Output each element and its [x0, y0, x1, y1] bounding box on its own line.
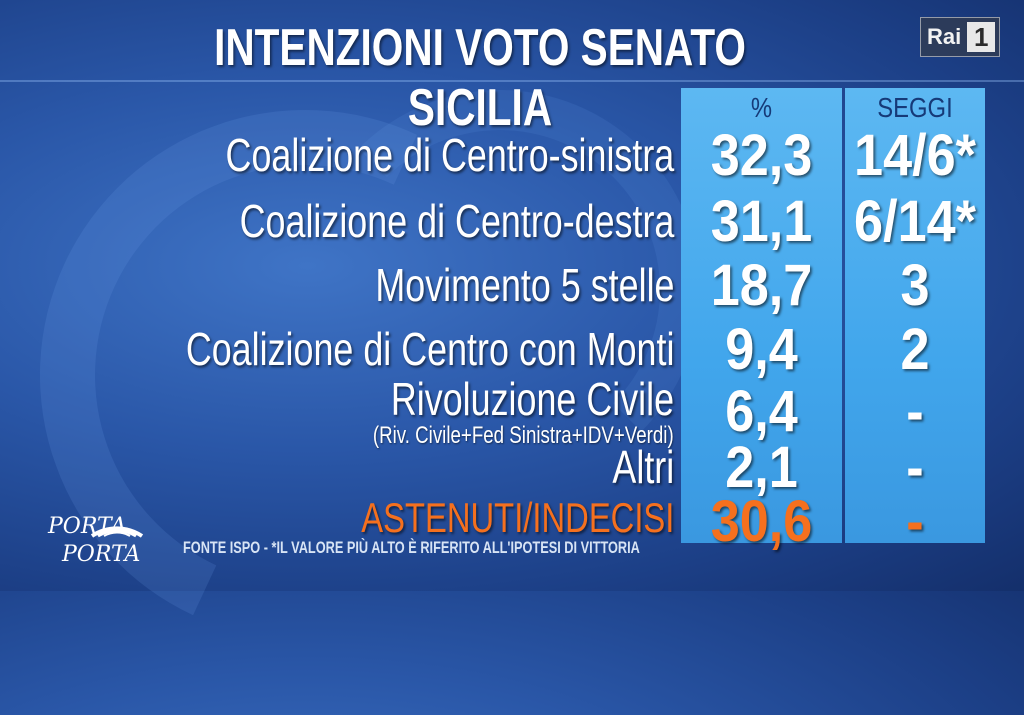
porta-a-porta-logo: PORTA PORTA [32, 496, 152, 588]
row-seats-value: - [906, 435, 924, 500]
row-seats-value: 6/14* [854, 189, 976, 254]
row-label: Altri [612, 441, 674, 493]
row-percent-value: 32,3 [710, 123, 813, 188]
seats-column-band [845, 88, 985, 543]
header-divider [0, 80, 1024, 82]
row-seats-value: 3 [900, 253, 930, 318]
row-seats-value: 2 [900, 317, 930, 382]
row-seats-value: - [906, 379, 924, 444]
row-label: Coalizione di Centro-destra [239, 195, 674, 247]
column-header-seats: SEGGI [877, 92, 953, 123]
rai1-logo: Rai 1 [920, 17, 1001, 57]
show-logo-line1: PORTA [48, 514, 127, 539]
rai-logo-text: Rai [927, 24, 962, 49]
footer-source-note: FONTE ISPO - *IL VALORE PIÙ ALTO È RIFER… [183, 538, 640, 557]
row-sublabel: (Riv. Civile+Fed Sinistra+IDV+Verdi) [373, 422, 674, 449]
row-label: ASTENUTI/INDECISI [360, 494, 674, 541]
row-percent-value: 2,1 [725, 435, 798, 500]
row-percent-value: 18,7 [710, 253, 813, 318]
page-title: INTENZIONI VOTO SENATO SICILIA [214, 19, 746, 137]
row-percent-value: 30,6 [710, 489, 813, 554]
row-seats-value: - [906, 489, 924, 554]
row-seats-value: 14/6* [854, 123, 976, 188]
row-label: Coalizione di Centro con Monti [185, 323, 674, 375]
row-label: Coalizione di Centro-sinistra [225, 129, 674, 181]
row-percent-value: 31,1 [710, 189, 813, 254]
rai-logo-number: 1 [967, 22, 996, 52]
row-percent-value: 6,4 [725, 379, 798, 444]
row-label: Rivoluzione Civile [390, 373, 674, 425]
show-logo-line2: PORTA [62, 542, 141, 567]
porta-a-porta-arc-icon [90, 526, 144, 538]
row-label: Movimento 5 stelle [374, 259, 674, 311]
row-percent-value: 9,4 [725, 317, 798, 382]
column-header-percent: % [750, 92, 773, 123]
percent-column-band [681, 88, 842, 543]
